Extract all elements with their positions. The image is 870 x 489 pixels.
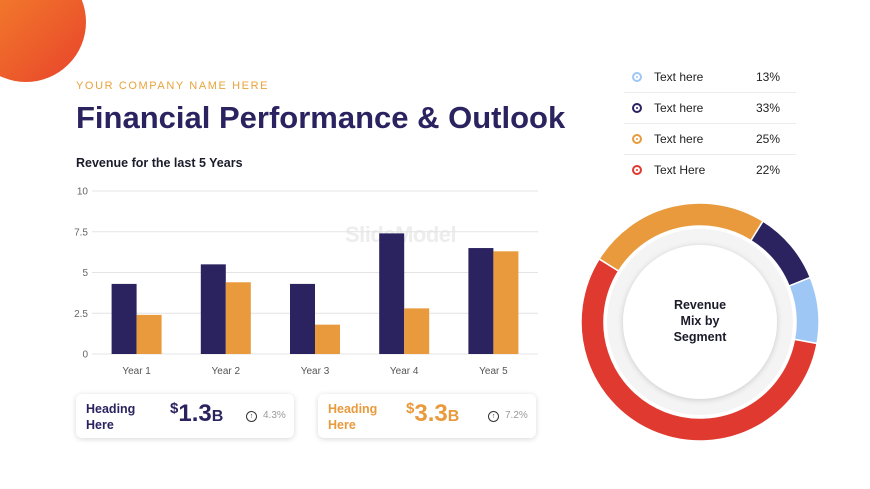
bar [111,283,137,354]
bar [379,233,405,354]
legend-label: Text Here [654,163,706,177]
legend-item: Text here 13% [624,62,796,93]
donut-center-circle [623,245,777,399]
legend-value: 33% [755,101,780,115]
card-amount: $3.3B [406,400,460,427]
bar [468,248,494,354]
x-tick-label: Year 3 [301,366,330,377]
target-dot-icon [632,165,642,175]
bar [404,308,430,354]
legend-label: Text here [654,70,704,84]
card-amount: $1.3B [170,400,224,427]
x-tick-label: Year 2 [212,366,241,377]
revenue-mix-donut-chart [580,202,820,442]
legend-value: 22% [755,163,780,177]
card-percent: 4.3% [263,410,286,421]
company-name: YOUR COMPANY NAME HERE [76,80,270,92]
legend-value: 13% [755,70,780,84]
target-dot-icon [632,103,642,113]
legend-item: Text here 25% [624,124,796,155]
bar [225,282,251,354]
x-tick-label: Year 5 [479,366,508,377]
arrow-up-icon: ↑ [246,411,257,422]
arrow-up-icon: ↑ [488,411,499,422]
legend-item: Text Here 22% [624,155,796,185]
legend-label: Text here [654,101,704,115]
stat-card-1: Heading Here $1.3B ↑ 4.3% [76,394,294,438]
bar [315,324,340,354]
decorative-corner-circle [0,0,86,82]
revenue-bar-chart: 0 2.5 5 7.5 10 Year 1 Year 2 Year 3 Year 4 Year 5 [74,187,538,377]
bar [290,283,315,354]
card-heading: Heading Here [328,402,378,432]
stat-card-2: Heading Here $3.3B ↑ 7.2% [318,394,536,438]
y-tick-label: 0 [82,350,88,361]
card-heading: Heading Here [86,402,136,432]
segment-legend: Text here 13% Text here 33% Text here 25… [624,62,796,185]
donut-slice [788,276,820,345]
legend-item: Text here 33% [624,93,796,124]
donut-center-label: Revenue Mix by Segment [673,298,727,344]
card-percent: 7.2% [505,410,528,421]
bar [493,251,519,354]
legend-label: Text here [654,132,704,146]
x-tick-label: Year 4 [390,366,419,377]
y-tick-label: 10 [77,187,89,198]
legend-value: 25% [755,132,780,146]
bar [136,314,162,354]
y-tick-label: 5 [82,268,88,279]
page-title: Financial Performance & Outlook [76,100,566,135]
donut-slice [580,257,818,442]
bar-chart-title: Revenue for the last 5 Years [76,156,243,170]
y-tick-label: 7.5 [74,227,88,238]
x-tick-label: Year 1 [122,366,151,377]
target-dot-icon [632,134,642,144]
bar [200,264,226,354]
y-tick-label: 2.5 [74,309,88,320]
target-dot-icon [632,72,642,82]
